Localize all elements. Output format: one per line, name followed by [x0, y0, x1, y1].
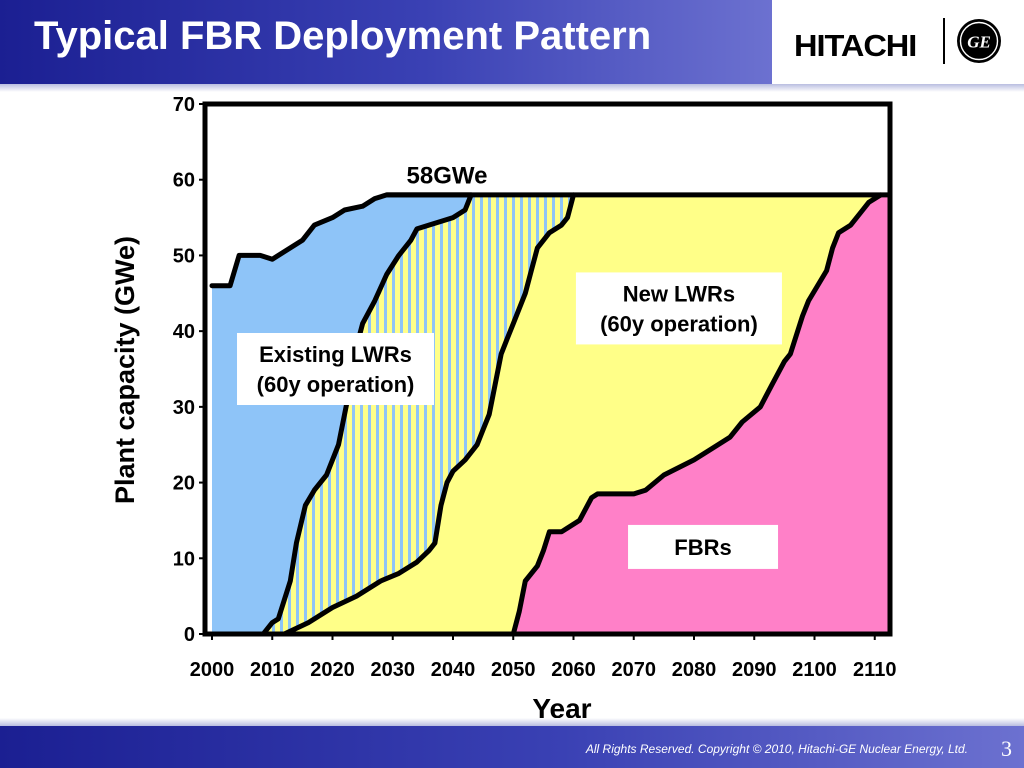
x-tick-label: 2050	[491, 659, 536, 681]
header-rule	[0, 84, 1024, 92]
footer-bar: All Rights Reserved. Copyright © 2010, H…	[0, 726, 1024, 768]
series-label-text: (60y operation)	[257, 372, 415, 397]
transition-bottom-line	[281, 192, 576, 637]
x-tick-label: 2040	[431, 659, 476, 681]
transition-striped-area	[263, 194, 574, 634]
series-label-box	[575, 272, 782, 345]
x-tick-label: 2000	[190, 659, 235, 681]
plot-frame	[202, 101, 893, 637]
y-tick-label: 20	[173, 473, 195, 495]
brand-area: HITACHI GE	[772, 0, 1024, 84]
y-axis-label: Plant capacity (GWe)	[110, 236, 140, 504]
slide-title: Typical FBR Deployment Pattern	[34, 14, 652, 58]
x-tick-label: 2030	[371, 659, 416, 681]
series-label-text: FBRs	[674, 535, 731, 560]
series-label-text: Existing LWRs	[259, 342, 412, 367]
x-tick-label: 2060	[551, 659, 596, 681]
fbrs-area	[513, 194, 890, 634]
series-label-box	[237, 333, 435, 405]
series-label-text: New LWRs	[623, 281, 735, 306]
title-bar: Typical FBR Deployment Pattern	[0, 0, 772, 84]
y-tick-label: 60	[173, 170, 195, 192]
series-label-text: (60y operation)	[600, 311, 758, 336]
ge-logo-icon: GE	[957, 19, 1001, 63]
fbrs-top-line	[510, 192, 884, 637]
annotation-58gwe: 58GWe	[407, 163, 488, 190]
y-tick-label: 0	[184, 624, 195, 646]
x-tick-label: 2080	[672, 659, 717, 681]
x-tick-label: 2100	[792, 659, 837, 681]
y-tick-label: 50	[173, 245, 195, 267]
copyright-notice: All Rights Reserved. Copyright © 2010, H…	[585, 742, 968, 756]
y-tick-label: 40	[173, 321, 195, 343]
logo-divider	[943, 18, 945, 64]
series-label-box	[628, 524, 779, 569]
footer-rule	[0, 718, 1024, 726]
x-tick-label: 2090	[732, 659, 777, 681]
x-tick-label: 2110	[853, 659, 896, 681]
page-number: 3	[1001, 736, 1012, 761]
y-tick-label: 10	[173, 548, 195, 570]
ge-monogram: GE	[967, 33, 991, 52]
existing-lwrs-area	[212, 194, 472, 634]
x-tick-label: 2070	[612, 659, 657, 681]
x-tick-label: 2010	[250, 659, 295, 681]
x-tick-label: 2020	[310, 659, 355, 681]
x-axis-label: Year	[532, 693, 591, 720]
y-tick-label: 30	[173, 397, 195, 419]
existing-top-line	[209, 192, 474, 289]
y-tick-label: 70	[173, 94, 195, 116]
hitachi-logo: HITACHI	[794, 28, 917, 63]
